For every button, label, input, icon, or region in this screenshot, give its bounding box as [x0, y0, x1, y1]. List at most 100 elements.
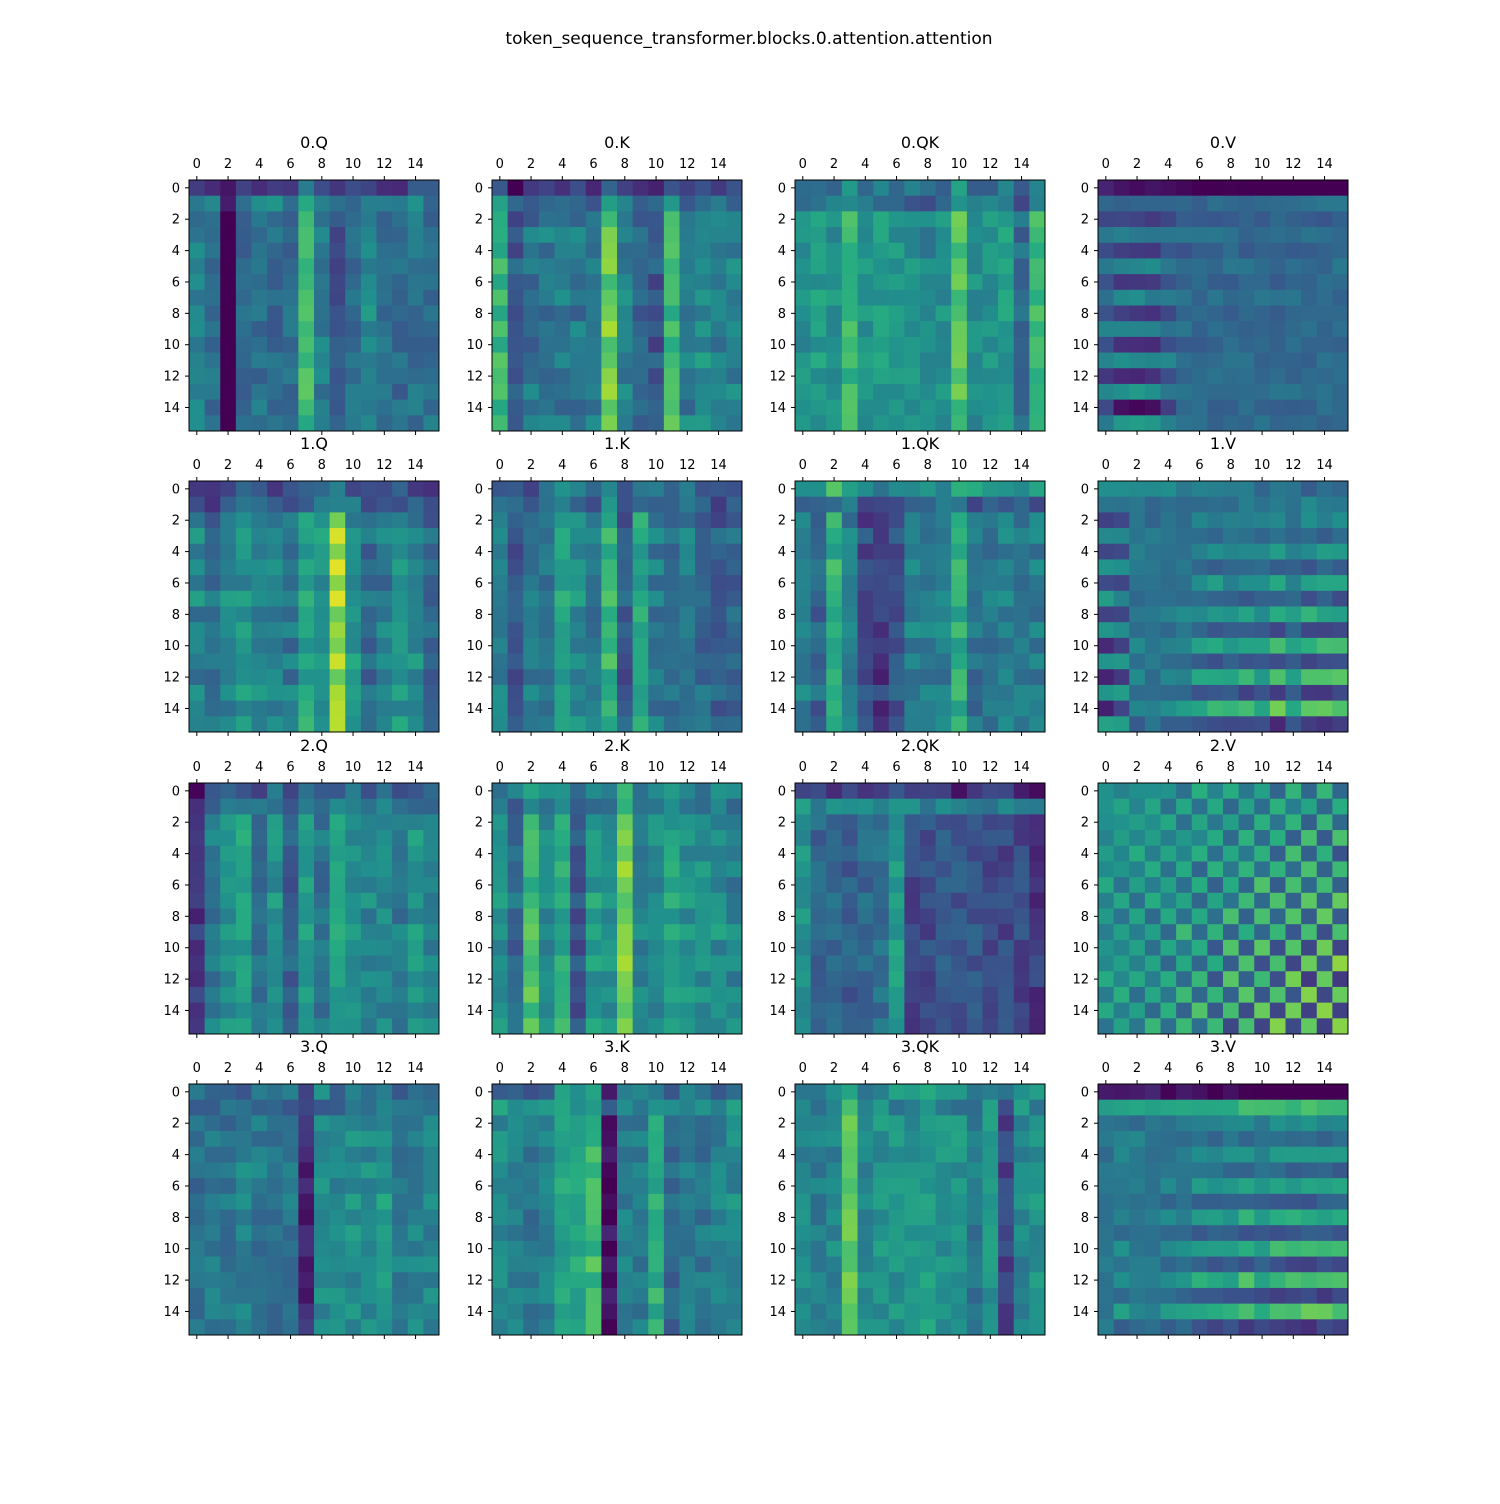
heatmap-cell: [826, 971, 843, 988]
heatmap-cell: [1144, 383, 1161, 401]
y-tick-label: 14: [163, 702, 180, 717]
heatmap-cell: [726, 1131, 743, 1148]
heatmap-cell: [663, 1178, 680, 1195]
heatmap-cell: [538, 1256, 555, 1273]
heatmap-cell: [857, 877, 874, 894]
heatmap-cell: [407, 195, 424, 212]
heatmap-cell: [1285, 590, 1302, 607]
heatmap-cell: [298, 368, 315, 385]
heatmap-cell: [982, 289, 999, 306]
y-tick-label: 12: [466, 671, 483, 686]
x-tick-label: 4: [861, 1061, 869, 1076]
heatmap-cell: [1129, 368, 1146, 385]
heatmap-cell: [407, 321, 424, 338]
heatmap-cell: [888, 258, 905, 275]
heatmap-cell: [523, 622, 540, 639]
heatmap-cell: [1254, 845, 1271, 862]
heatmap-cell: [554, 305, 571, 322]
heatmap-cell: [920, 227, 937, 244]
heatmap-cell: [951, 1115, 968, 1132]
heatmap-cell: [998, 211, 1015, 228]
heatmap-cell: [920, 1178, 937, 1195]
heatmap-cell: [601, 1178, 618, 1195]
heatmap-cell: [1029, 543, 1046, 560]
heatmap-cell: [826, 496, 843, 513]
heatmap-cell: [392, 700, 409, 717]
heatmap-cell: [1285, 798, 1302, 815]
heatmap-cell: [492, 258, 509, 275]
heatmap-cell: [857, 1287, 874, 1305]
heatmap-cell: [695, 211, 712, 228]
heatmap-cell: [710, 590, 727, 607]
heatmap-cell: [857, 845, 874, 862]
heatmap-cell: [1207, 481, 1224, 498]
heatmap-cell: [204, 211, 221, 228]
heatmap-cell: [1238, 606, 1255, 623]
y-tick-label: 14: [163, 1305, 180, 1320]
heatmap-cell: [1332, 1131, 1349, 1148]
heatmap-cell: [570, 939, 587, 956]
heatmap-cell: [888, 1303, 905, 1320]
heatmap-cell: [235, 1287, 252, 1305]
heatmap-cell: [570, 622, 587, 639]
heatmap-cell: [1285, 305, 1302, 322]
heatmap-cell: [1144, 1084, 1161, 1101]
heatmap-cell: [1029, 496, 1046, 513]
heatmap-cell: [407, 971, 424, 988]
heatmap-cell: [220, 798, 237, 815]
heatmap-cell: [492, 1131, 509, 1148]
heatmap-cell: [710, 1115, 727, 1132]
heatmap-cell: [1029, 684, 1046, 702]
heatmap-cell: [679, 528, 696, 545]
heatmap-cell: [1301, 986, 1318, 1004]
heatmap-cell: [982, 1225, 999, 1242]
heatmap-cell: [345, 305, 362, 322]
heatmap-cell: [538, 399, 555, 416]
heatmap-cell: [554, 1018, 571, 1035]
heatmap-cell: [220, 496, 237, 513]
heatmap-cell: [392, 1303, 409, 1320]
heatmap-cell: [407, 830, 424, 847]
heatmap-cell: [966, 845, 983, 862]
heatmap-cell: [523, 1209, 540, 1226]
heatmap-cell: [1238, 1146, 1255, 1163]
heatmap-cell: [904, 305, 921, 322]
heatmap-cell: [538, 892, 555, 909]
heatmap-cell: [360, 908, 377, 925]
heatmap-cell: [632, 242, 649, 259]
heatmap-cell: [1316, 258, 1333, 275]
heatmap-cell: [1332, 305, 1349, 322]
heatmap-cell: [1191, 1115, 1208, 1132]
heatmap-cell: [632, 305, 649, 322]
heatmap-cell: [345, 528, 362, 545]
heatmap-cell: [1191, 924, 1208, 941]
heatmap-cell: [679, 1256, 696, 1273]
heatmap-cell: [376, 575, 393, 592]
heatmap-cell: [345, 289, 362, 306]
heatmap-cell: [826, 1272, 843, 1289]
heatmap-cell: [329, 543, 346, 560]
heatmap-cell: [1160, 700, 1177, 717]
heatmap-cell: [204, 1099, 221, 1116]
heatmap-cell: [601, 924, 618, 941]
heatmap-cell: [935, 814, 952, 831]
x-tick-label: 12: [1285, 760, 1302, 775]
heatmap-cell: [617, 783, 634, 800]
heatmap-cell: [648, 1178, 665, 1195]
heatmap-cell: [1223, 684, 1240, 702]
heatmap-cell: [1013, 637, 1030, 654]
heatmap-cell: [982, 845, 999, 862]
axes-frame: [1097, 480, 1349, 733]
heatmap-cell: [935, 892, 952, 909]
heatmap-cell: [329, 877, 346, 894]
heatmap-cell: [795, 798, 812, 815]
heatmap-cell: [904, 1099, 921, 1116]
heatmap-cell: [1254, 543, 1271, 560]
heatmap-cell: [220, 622, 237, 639]
heatmap-cell: [189, 845, 206, 862]
heatmap-cell: [538, 1162, 555, 1179]
heatmap-cell: [1144, 1303, 1161, 1320]
heatmap-cell: [1029, 1018, 1046, 1035]
heatmap-cell: [1207, 877, 1224, 894]
heatmap-cell: [679, 1225, 696, 1242]
